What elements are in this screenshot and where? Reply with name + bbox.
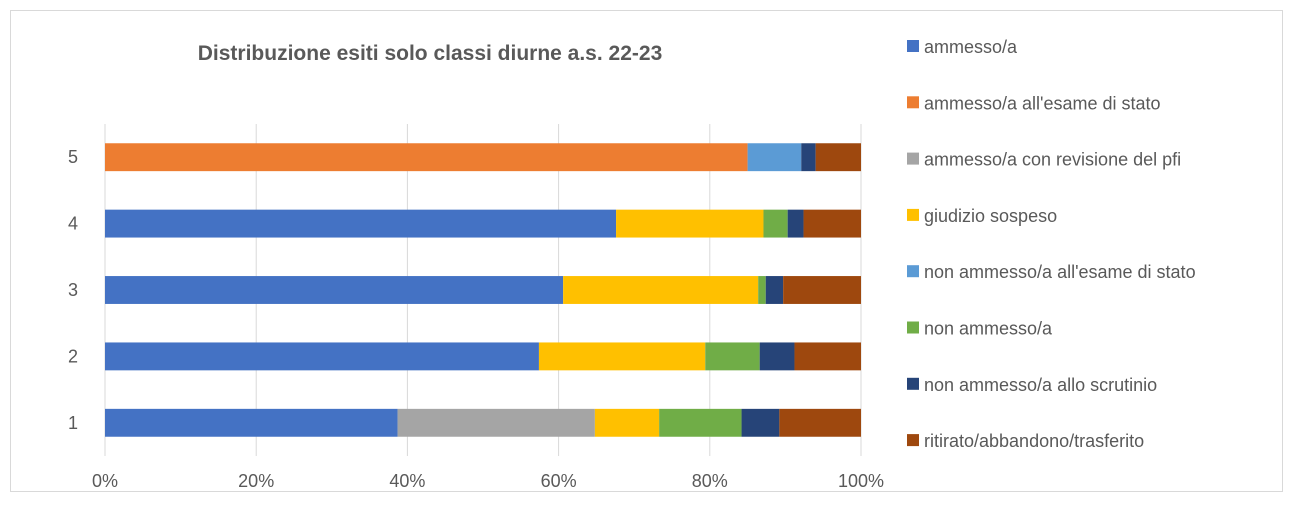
legend-label: ammesso/a all'esame di stato bbox=[924, 93, 1161, 113]
bar-segment bbox=[783, 276, 861, 304]
legend-label: non ammesso/a bbox=[924, 319, 1053, 339]
bar-segment bbox=[765, 276, 784, 304]
legend-label: non ammesso/a allo scrutinio bbox=[924, 375, 1157, 395]
legend-swatch bbox=[907, 265, 919, 278]
bar-segment bbox=[659, 408, 742, 437]
bar-segment bbox=[763, 209, 788, 238]
bar-segment bbox=[803, 209, 861, 238]
x-tick-label: 40% bbox=[389, 471, 425, 491]
bar-segment bbox=[705, 342, 760, 371]
bar-segment bbox=[758, 276, 766, 304]
bar-segment bbox=[794, 342, 861, 371]
bar-segment bbox=[105, 408, 398, 437]
bar-segment bbox=[801, 143, 816, 172]
legend-label: giudizio sospeso bbox=[924, 206, 1057, 226]
x-tick-label: 0% bbox=[92, 471, 118, 491]
y-tick-label: 1 bbox=[68, 413, 78, 433]
legend-label: non ammesso/a all'esame di stato bbox=[924, 262, 1196, 282]
bar-segment bbox=[759, 342, 795, 371]
legend-swatch bbox=[907, 321, 919, 334]
bar-segment bbox=[616, 209, 764, 238]
bar-segment bbox=[105, 209, 617, 238]
legend: ammesso/a ammesso/a all'esame di stato amm… bbox=[907, 37, 1196, 451]
bar-segment bbox=[594, 408, 660, 437]
chart-title: Distribuzione esiti solo classi diurne a… bbox=[198, 42, 663, 65]
legend-swatch bbox=[907, 377, 919, 390]
bar-segment bbox=[741, 408, 780, 437]
x-axis-ticks: 0% 20% 40% 60% 80% 100% bbox=[92, 471, 884, 491]
y-tick-label: 3 bbox=[68, 280, 78, 300]
legend-swatch bbox=[907, 434, 919, 447]
legend-swatch bbox=[907, 208, 919, 221]
y-tick-label: 4 bbox=[68, 214, 78, 234]
x-tick-label: 100% bbox=[838, 471, 884, 491]
y-axis-ticks: 1 2 3 4 5 bbox=[68, 147, 78, 433]
bar-segment bbox=[397, 408, 595, 437]
bar-segment bbox=[105, 143, 748, 172]
bar-segment bbox=[787, 209, 804, 238]
bar-segment bbox=[538, 342, 706, 371]
bar-segment bbox=[105, 342, 539, 371]
x-tick-label: 20% bbox=[238, 471, 274, 491]
legend-swatch bbox=[907, 40, 919, 52]
legend-swatch bbox=[907, 152, 919, 165]
legend-label: ritirato/abbandono/trasferito bbox=[924, 431, 1144, 451]
bar-segment bbox=[815, 143, 861, 172]
bar-segment bbox=[105, 276, 564, 304]
bar-segment bbox=[563, 276, 759, 304]
legend-label: ammesso/a bbox=[924, 37, 1018, 57]
bars bbox=[105, 143, 861, 437]
y-tick-label: 5 bbox=[68, 147, 78, 167]
bar-segment bbox=[779, 408, 861, 437]
legend-label: ammesso/a con revisione del pfi bbox=[924, 150, 1181, 170]
legend-swatch bbox=[907, 96, 919, 109]
y-tick-label: 2 bbox=[68, 346, 78, 366]
bar-segment bbox=[747, 143, 802, 172]
x-tick-label: 80% bbox=[692, 471, 728, 491]
x-tick-label: 60% bbox=[541, 471, 577, 491]
